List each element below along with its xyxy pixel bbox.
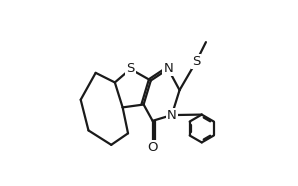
Text: S: S: [126, 62, 135, 76]
Text: N: N: [167, 109, 177, 122]
Text: N: N: [163, 62, 173, 76]
Text: S: S: [192, 55, 201, 68]
Text: O: O: [147, 141, 158, 154]
